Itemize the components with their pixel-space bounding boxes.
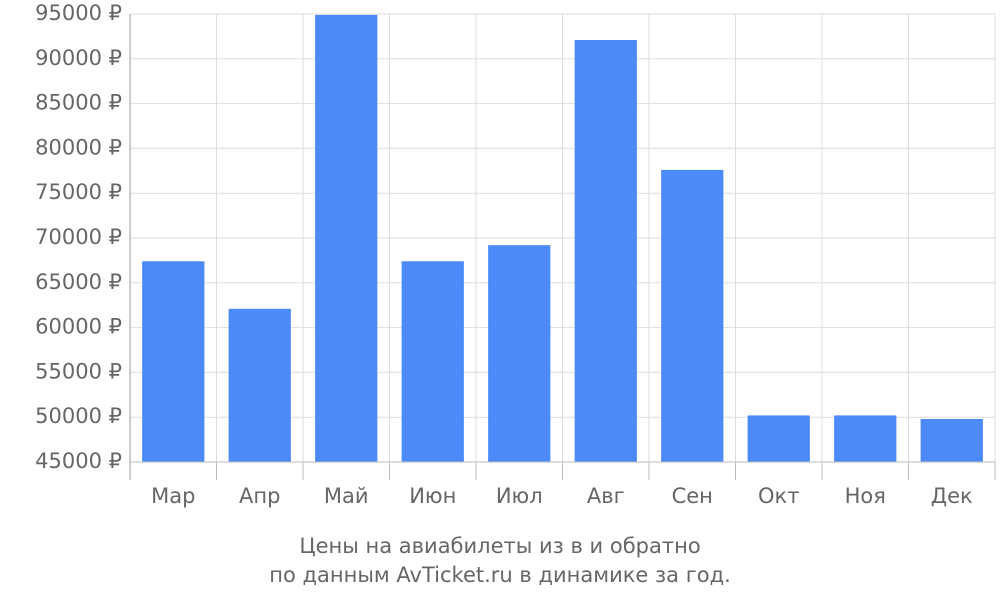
x-tick-label: Апр [239,484,280,508]
y-tick-label: 50000 ₽ [35,404,122,428]
y-tick-label: 60000 ₽ [35,315,122,339]
x-tick-label: Авг [587,484,625,508]
y-tick-label: 70000 ₽ [35,225,122,249]
bar [228,308,291,462]
bar [315,14,378,463]
bar [574,39,637,462]
bar [920,418,983,462]
bar [747,415,810,462]
bar [661,169,724,463]
y-tick-label: 65000 ₽ [35,270,122,294]
bar [401,261,464,462]
y-tick-label: 45000 ₽ [35,449,122,473]
x-tick-label: Дек [931,484,973,508]
y-tick-label: 80000 ₽ [35,135,122,159]
bar [834,415,897,462]
x-tick-label: Мар [151,484,195,508]
chart-title: Цены на авиабилеты из в и обратно [299,534,700,558]
y-tick-label: 90000 ₽ [35,46,122,70]
x-tick-label: Сен [672,484,713,508]
chart-title: по данным AvTicket.ru в динамике за год. [269,563,731,587]
y-tick-label: 75000 ₽ [35,180,122,204]
y-tick-label: 95000 ₽ [35,1,122,25]
x-tick-label: Июл [496,484,543,508]
y-tick-label: 55000 ₽ [35,359,122,383]
x-tick-label: Июн [409,484,456,508]
bar [488,245,551,462]
y-tick-label: 85000 ₽ [35,91,122,115]
x-tick-label: Ноя [845,484,886,508]
x-tick-label: Окт [758,484,799,508]
x-tick-label: Май [324,484,369,508]
bar [142,261,205,462]
